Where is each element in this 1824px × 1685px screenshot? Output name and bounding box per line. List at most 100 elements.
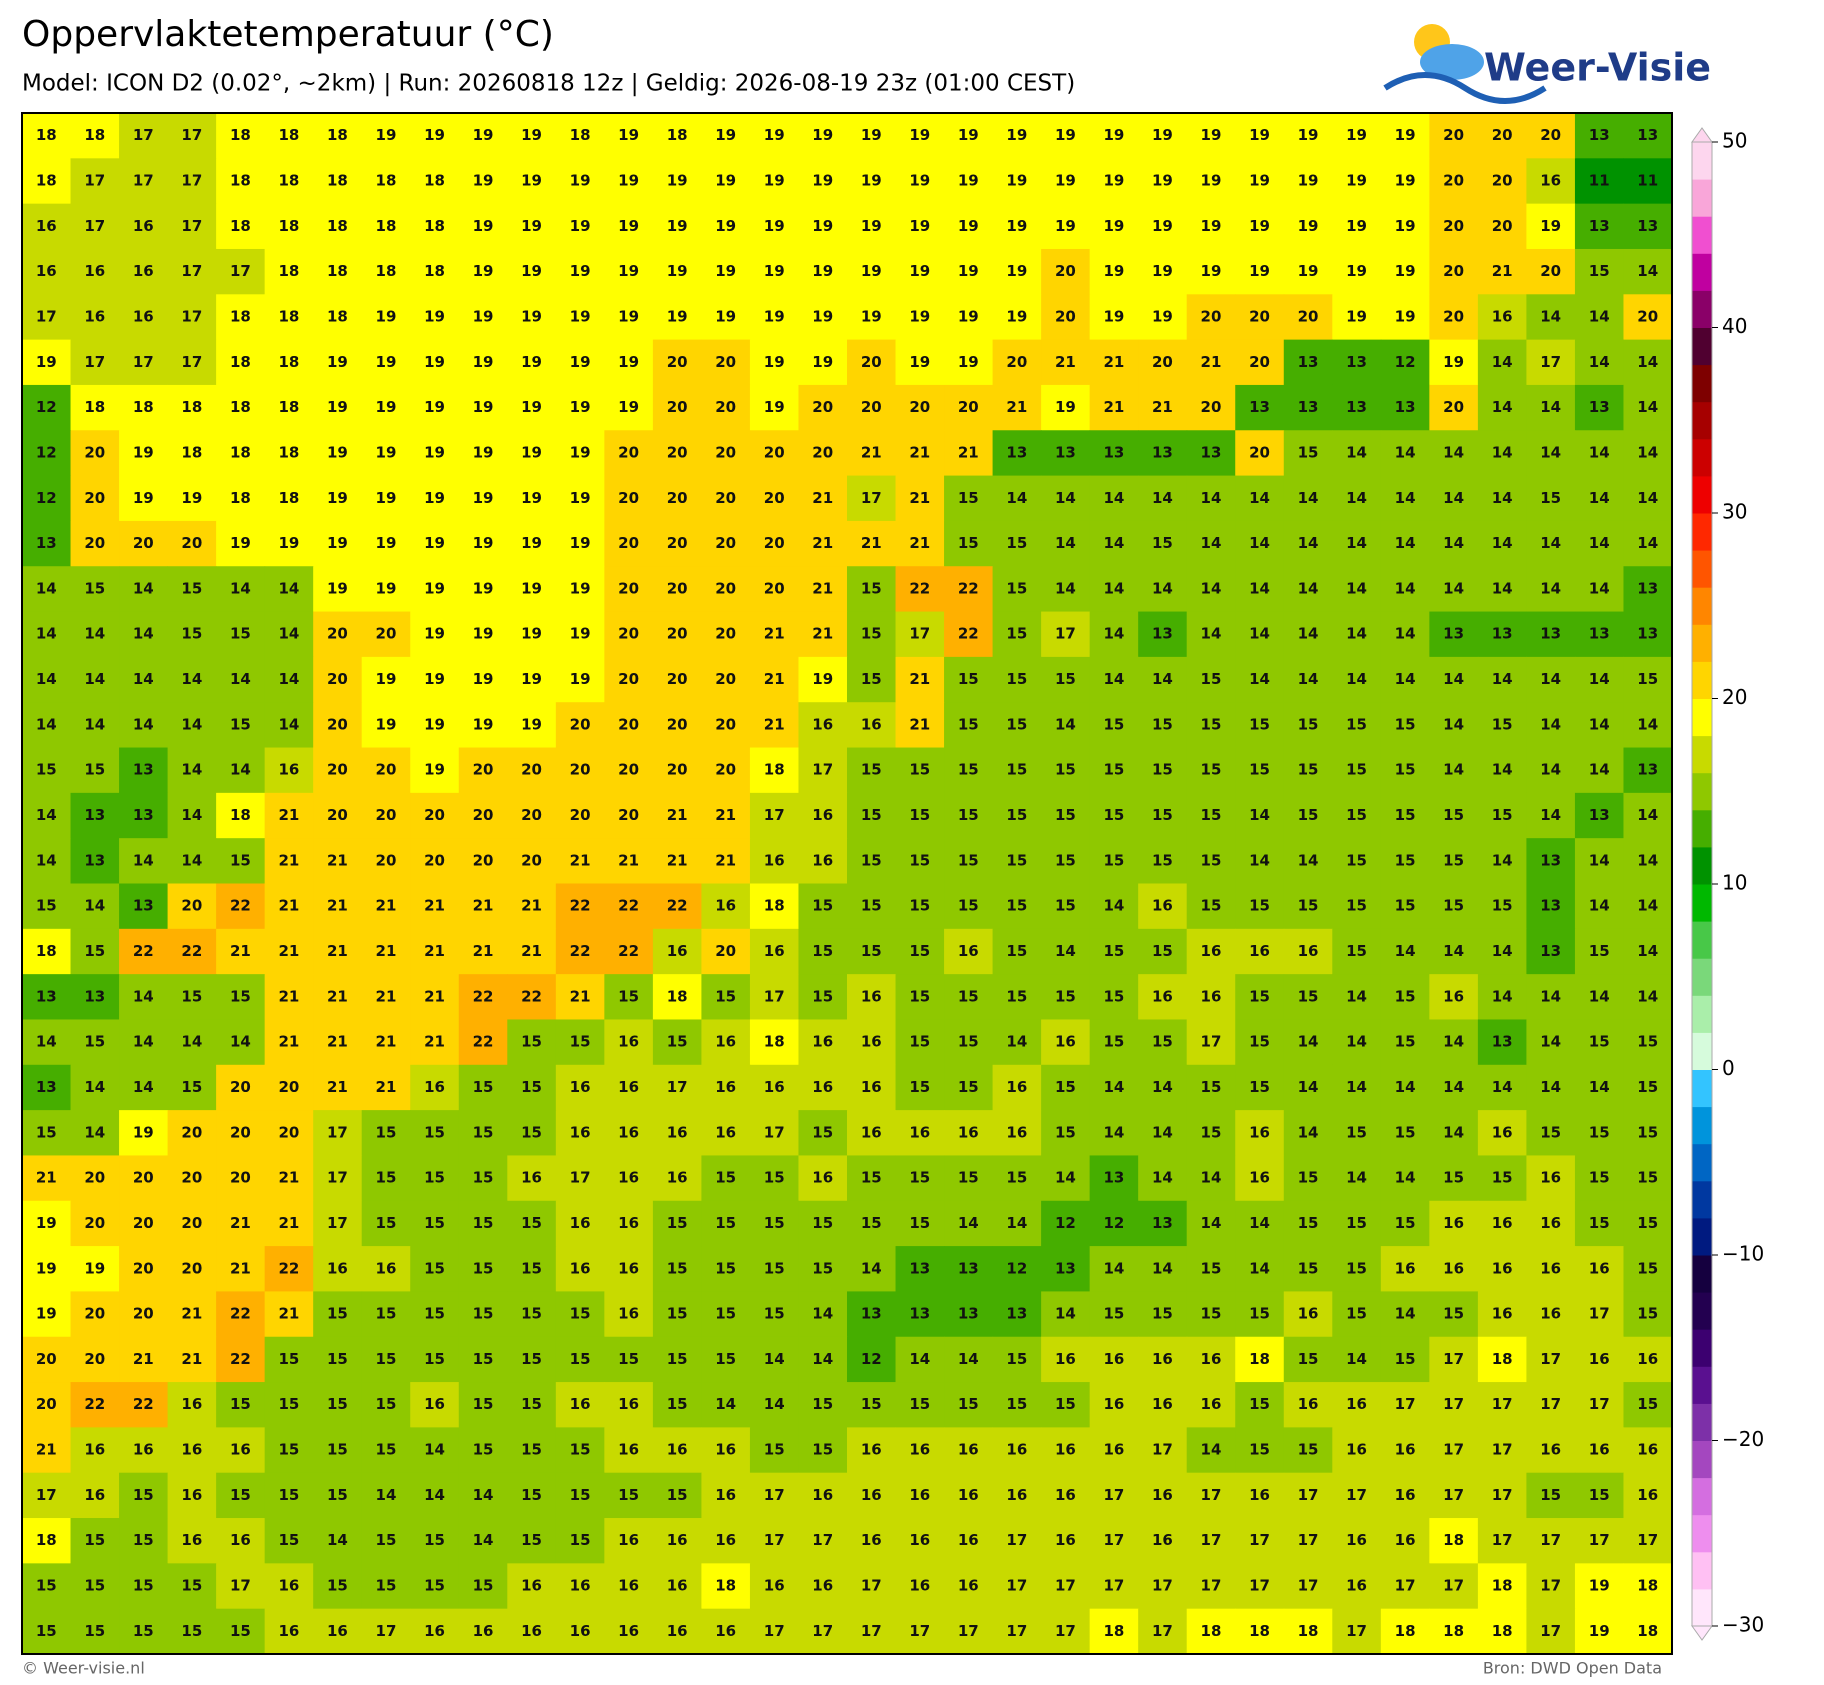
temp-cell — [1477, 883, 1527, 930]
temp-cell — [1477, 430, 1527, 477]
temp-label: 15 — [376, 1305, 397, 1323]
temp-label: 17 — [861, 489, 882, 507]
temp-label: 12 — [1103, 1214, 1124, 1232]
temp-label: 15 — [376, 1214, 397, 1232]
temp-label: 20 — [1443, 262, 1464, 280]
temp-cell — [410, 1019, 460, 1066]
temp-label: 22 — [958, 579, 979, 597]
temp-label: 15 — [715, 1350, 736, 1368]
temp-cell — [847, 792, 897, 839]
temp-cell — [1332, 883, 1382, 930]
temp-label: 15 — [1006, 1169, 1027, 1187]
temp-label: 19 — [424, 625, 445, 643]
temp-label: 14 — [1589, 670, 1610, 688]
temp-label: 14 — [1637, 398, 1658, 416]
temp-label: 20 — [1492, 217, 1513, 235]
temp-cell — [361, 1110, 411, 1156]
temp-cell — [1041, 747, 1091, 794]
temp-label: 15 — [1346, 1123, 1367, 1141]
temp-cell — [798, 1155, 848, 1202]
temp-cell — [119, 113, 169, 159]
temp-label: 14 — [1443, 1078, 1464, 1096]
temp-label: 20 — [1249, 353, 1270, 371]
temp-cell — [1041, 611, 1091, 658]
temp-label: 19 — [1298, 171, 1319, 189]
temp-label: 15 — [327, 1395, 348, 1413]
temp-cell — [22, 792, 72, 839]
temp-cell — [1235, 974, 1285, 1020]
temp-cell — [1526, 1019, 1576, 1066]
temp-label: 17 — [1540, 1350, 1561, 1368]
temp-cell — [944, 883, 994, 930]
temp-cell — [22, 611, 72, 658]
temp-label: 15 — [1103, 987, 1124, 1005]
temp-label: 15 — [473, 1350, 494, 1368]
temp-label: 15 — [570, 1033, 591, 1051]
temp-label: 15 — [1395, 1033, 1416, 1051]
temp-cell — [1186, 747, 1236, 794]
temp-label: 21 — [764, 670, 785, 688]
temp-cell — [1235, 475, 1285, 522]
temp-label: 15 — [909, 761, 930, 779]
temp-label: 16 — [618, 1078, 639, 1096]
temp-label: 15 — [181, 1577, 202, 1595]
temp-cell — [410, 1155, 460, 1202]
temp-label: 16 — [812, 715, 833, 733]
temp-label: 19 — [1201, 262, 1222, 280]
temp-cell — [1041, 248, 1091, 295]
temp-label: 15 — [1201, 1078, 1222, 1096]
temp-cell — [749, 702, 799, 749]
temp-cell — [1186, 883, 1236, 930]
temp-cell — [1574, 838, 1624, 884]
temp-cell — [992, 430, 1042, 477]
temp-cell — [167, 928, 217, 975]
temp-label: 15 — [1103, 1305, 1124, 1323]
temp-cell — [1235, 294, 1285, 341]
temp-label: 15 — [1540, 1486, 1561, 1504]
colorbar-segment — [1692, 1366, 1712, 1404]
temp-cell — [22, 1019, 72, 1066]
temp-cell — [1477, 248, 1527, 295]
temp-cell — [652, 384, 702, 431]
temp-label: 14 — [1443, 579, 1464, 597]
temp-label: 15 — [473, 1305, 494, 1323]
temp-label: 16 — [764, 851, 785, 869]
temp-label: 14 — [84, 1078, 105, 1096]
temp-cell — [749, 974, 799, 1020]
temp-label: 16 — [812, 1078, 833, 1096]
temp-label: 16 — [1492, 1123, 1513, 1141]
temp-label: 14 — [133, 670, 154, 688]
temp-label: 21 — [473, 942, 494, 960]
temp-label: 16 — [1492, 1259, 1513, 1277]
temp-cell — [119, 294, 169, 341]
temp-label: 20 — [473, 806, 494, 824]
temp-label: 16 — [133, 307, 154, 325]
temp-label: 16 — [376, 1259, 397, 1277]
temp-cell — [1380, 1110, 1430, 1156]
temp-label: 17 — [36, 1486, 57, 1504]
temp-cell — [1380, 203, 1430, 250]
temp-cell — [604, 1019, 654, 1066]
temp-cell — [313, 928, 363, 975]
temp-label: 21 — [909, 534, 930, 552]
temp-label: 21 — [1103, 398, 1124, 416]
temp-cell — [1186, 702, 1236, 749]
temp-label: 21 — [909, 715, 930, 733]
temp-label: 15 — [424, 1305, 445, 1323]
temp-cell — [1235, 747, 1285, 794]
temp-cell — [410, 883, 460, 930]
temp-cell — [798, 430, 848, 477]
temp-cell — [604, 475, 654, 522]
temp-label: 14 — [1152, 670, 1173, 688]
temp-label: 14 — [1201, 1441, 1222, 1459]
temp-cell — [410, 702, 460, 749]
temp-cell — [701, 838, 751, 884]
temp-cell — [264, 928, 314, 975]
temp-cell — [895, 611, 945, 658]
temp-label: 13 — [1152, 1214, 1173, 1232]
temp-label: 17 — [230, 1577, 251, 1595]
temp-cell — [507, 248, 557, 295]
temp-label: 15 — [1152, 715, 1173, 733]
temp-cell — [1332, 1064, 1382, 1111]
temp-cell — [604, 566, 654, 613]
